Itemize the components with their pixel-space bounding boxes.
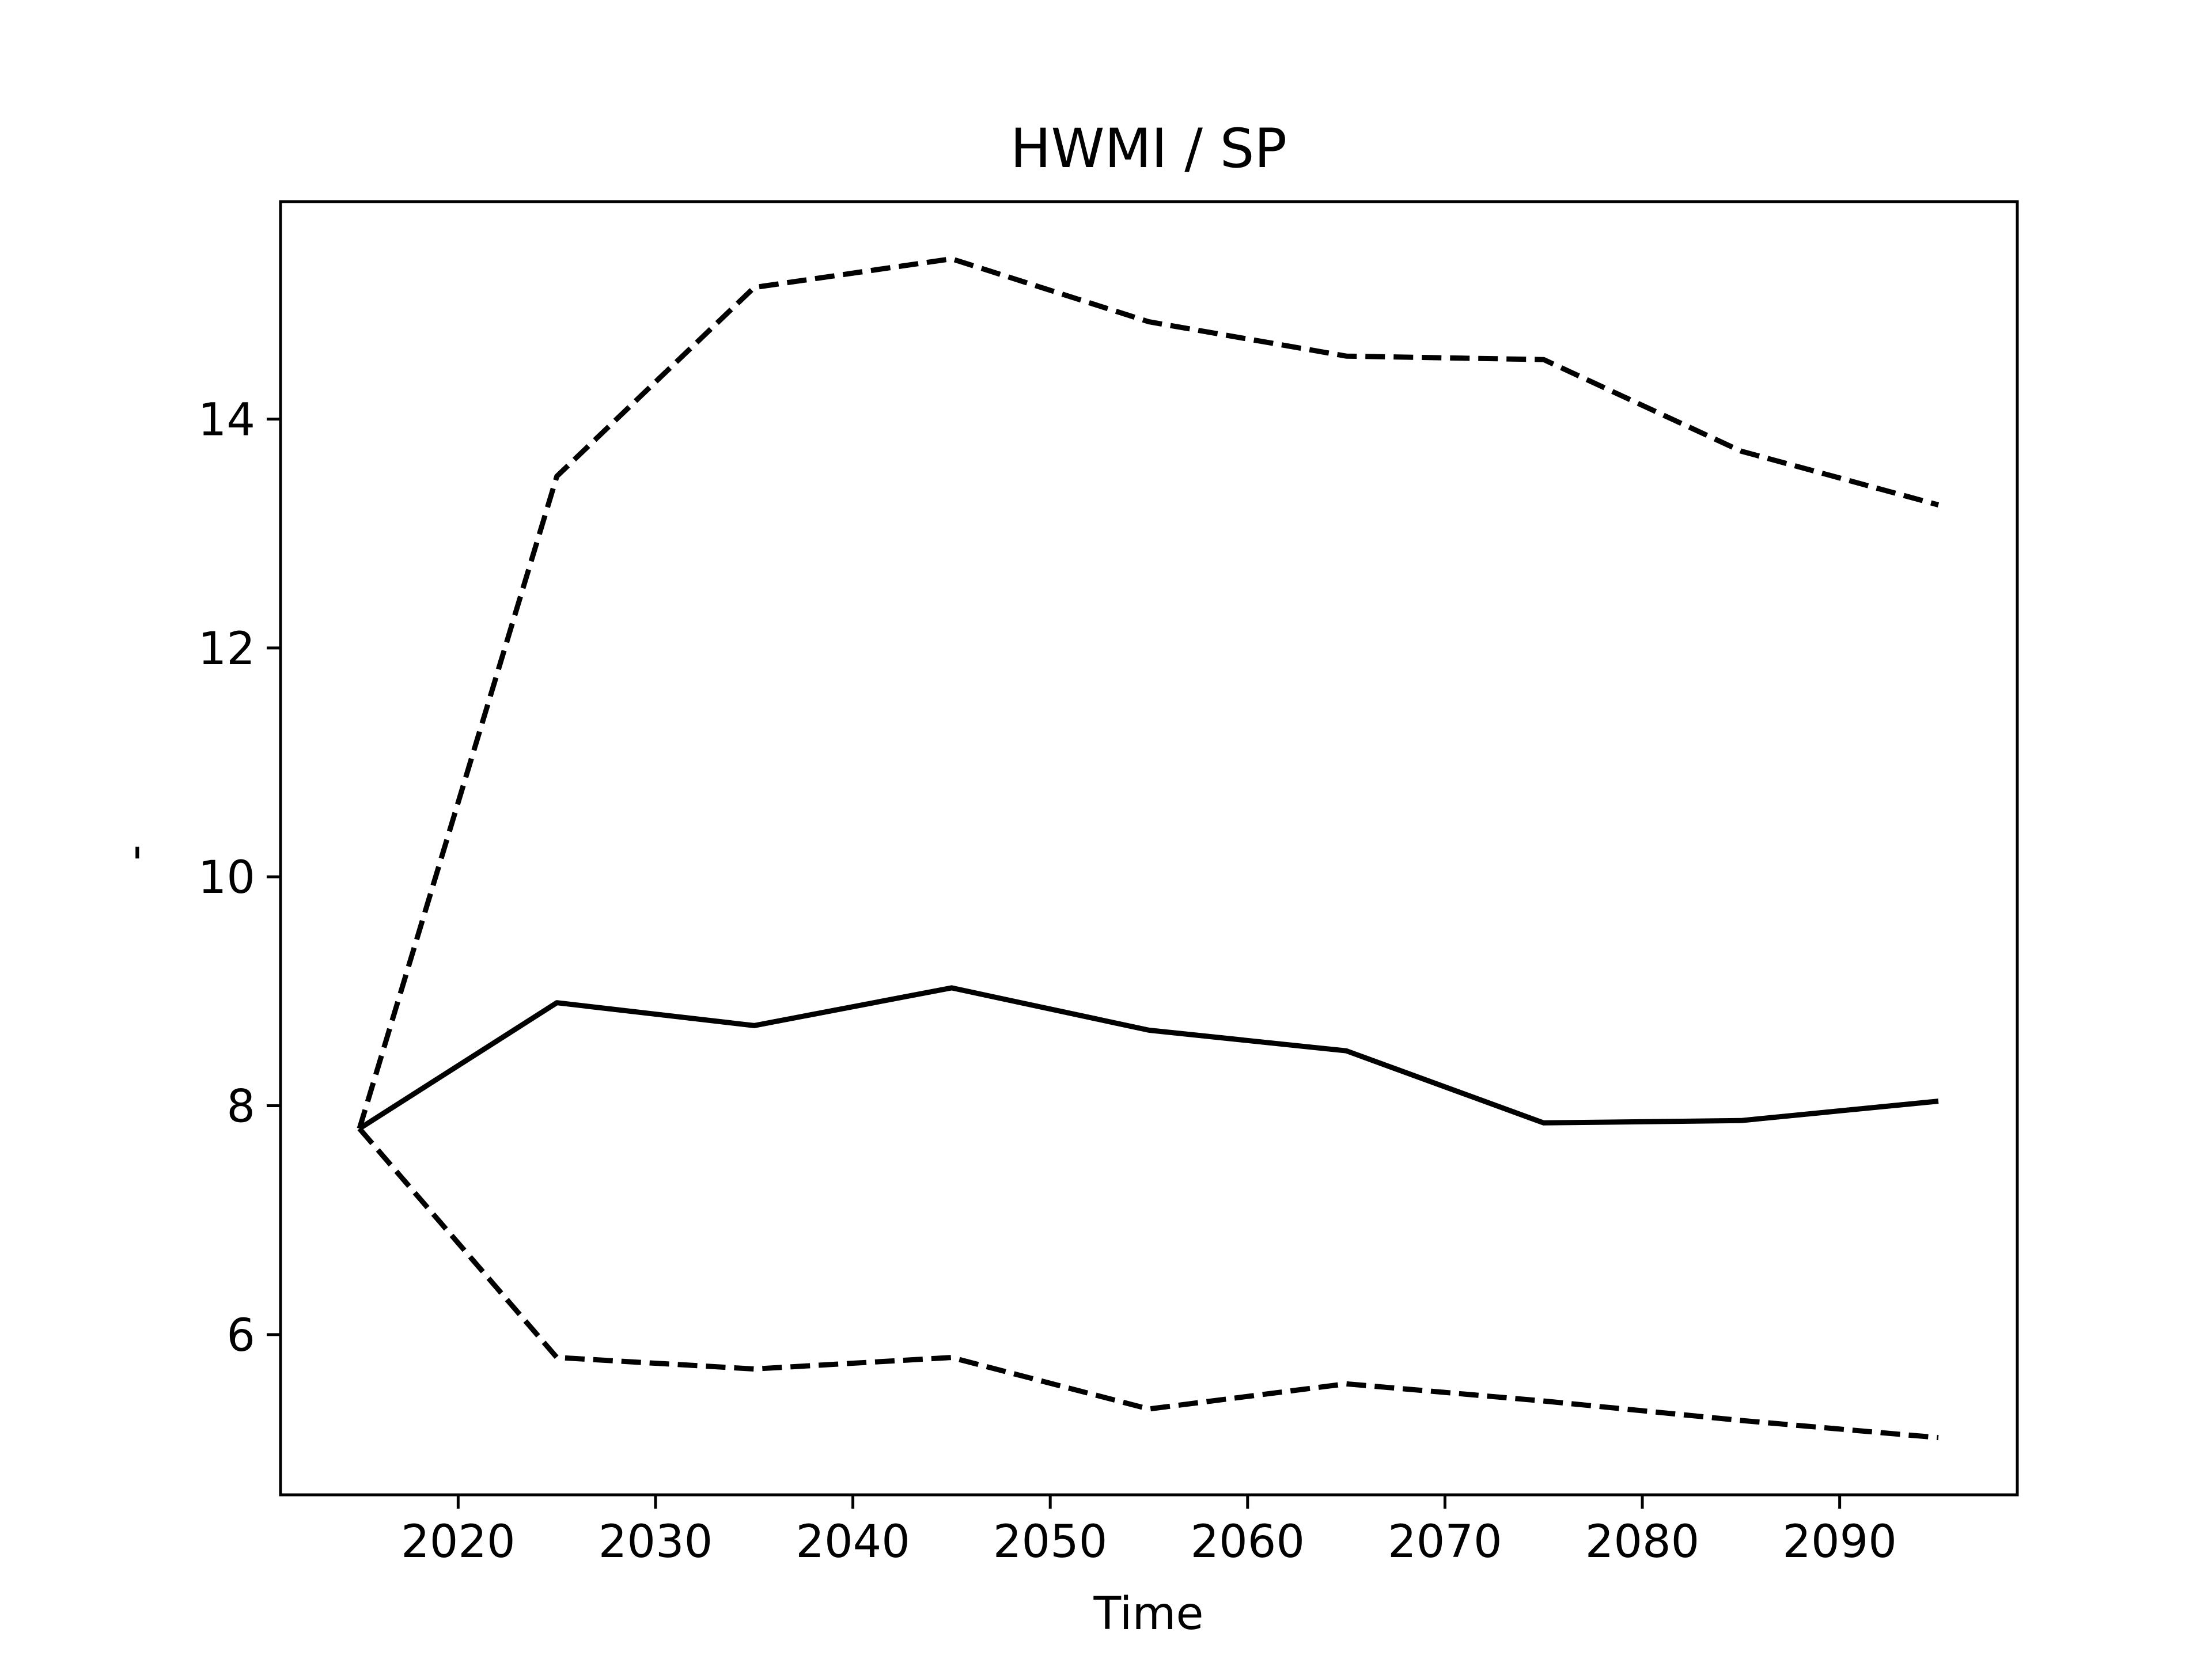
y-tick-label: 10 bbox=[198, 852, 255, 904]
x-tick-label: 2060 bbox=[1191, 1516, 1305, 1568]
x-tick-label: 2020 bbox=[401, 1516, 516, 1568]
series-line-1 bbox=[357, 256, 1940, 1130]
series-line-3 bbox=[357, 1127, 1939, 1441]
x-axis-ticks: 2020 2030 2040 2050 2060 2070 2080 2090 bbox=[401, 1495, 1897, 1568]
y-tick-label: 12 bbox=[198, 623, 255, 675]
y-tick-label: 14 bbox=[198, 394, 255, 446]
chart-title: HWMI / SP bbox=[1010, 118, 1287, 180]
x-tick-label: 2050 bbox=[993, 1516, 1108, 1568]
series-line-2 bbox=[358, 985, 1939, 1131]
x-tick-label: 2070 bbox=[1388, 1516, 1502, 1568]
x-tick-label: 2080 bbox=[1585, 1516, 1700, 1568]
x-tick-label: 2090 bbox=[1782, 1516, 1897, 1568]
plot-area-frame bbox=[279, 200, 2019, 1497]
y-axis-ticks: 6 8 10 12 14 bbox=[198, 394, 281, 1362]
series-layer bbox=[357, 256, 1940, 1441]
x-tick-label: 2030 bbox=[599, 1516, 713, 1568]
x-axis-label: Time bbox=[1093, 1588, 1204, 1640]
y-axis-label: - bbox=[109, 844, 161, 861]
x-tick-label: 2040 bbox=[796, 1516, 910, 1568]
y-tick-label: 6 bbox=[226, 1310, 255, 1362]
y-tick-label: 8 bbox=[226, 1081, 255, 1133]
